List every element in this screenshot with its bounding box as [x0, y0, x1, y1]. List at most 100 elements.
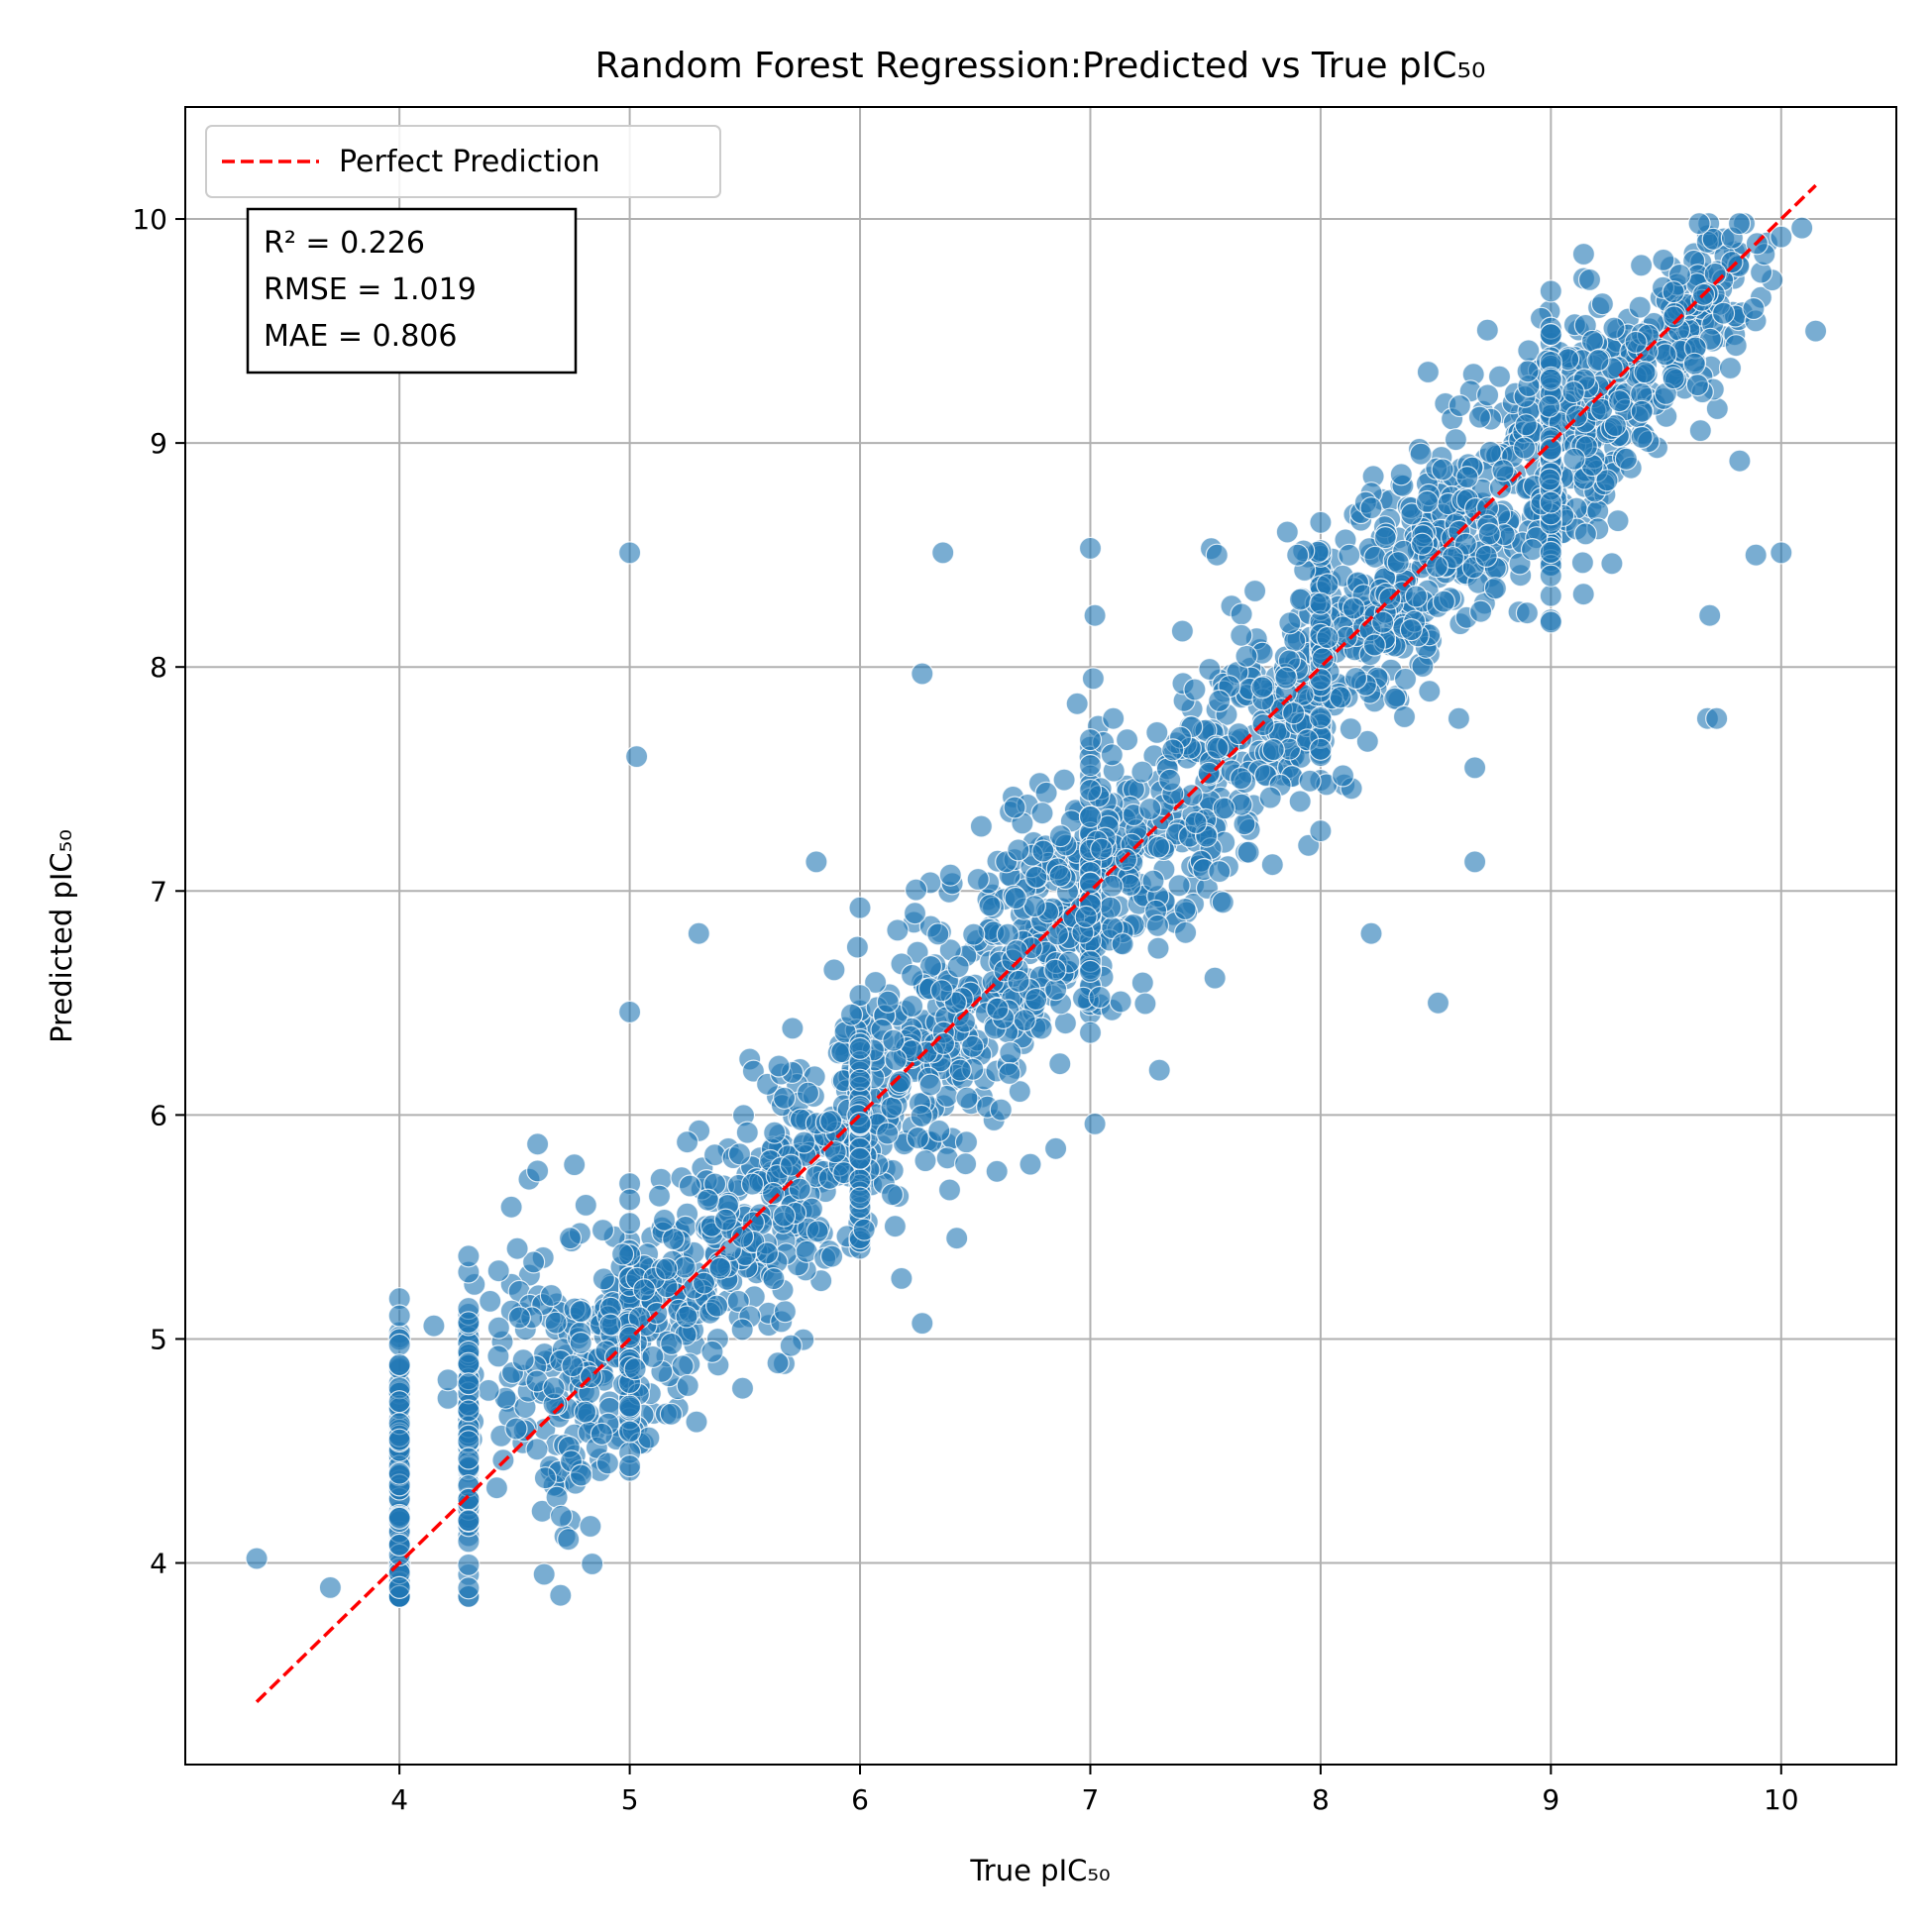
data-point	[1053, 1012, 1078, 1035]
data-point	[796, 1081, 820, 1105]
data-point	[692, 1271, 716, 1295]
y-axis-label: Predicted pIC₅₀	[45, 829, 78, 1043]
data-point	[1198, 657, 1222, 682]
data-point	[1539, 610, 1562, 634]
data-point	[1145, 913, 1170, 937]
data-point	[1184, 810, 1208, 835]
data-point	[1309, 705, 1333, 730]
data-point	[675, 1305, 698, 1329]
data-point	[852, 1218, 876, 1241]
data-point	[1342, 596, 1365, 620]
data-point	[1539, 564, 1562, 588]
data-point	[1234, 644, 1258, 668]
data-point	[906, 1126, 930, 1150]
data-point	[660, 1332, 684, 1356]
data-point	[1007, 969, 1030, 994]
data-point	[763, 1121, 787, 1144]
data-point	[1230, 602, 1253, 626]
data-point	[1338, 543, 1361, 567]
data-point	[1728, 449, 1752, 473]
data-point	[1720, 251, 1744, 274]
data-point	[661, 1227, 686, 1251]
data-point	[906, 940, 929, 964]
data-point	[1078, 778, 1103, 803]
data-point	[1138, 797, 1162, 821]
data-point	[1662, 280, 1685, 304]
data-point	[457, 1487, 481, 1511]
data-point	[1359, 921, 1383, 945]
data-point	[1261, 737, 1285, 762]
data-point	[1206, 736, 1230, 760]
data-point	[1362, 633, 1386, 657]
data-point	[1173, 920, 1198, 944]
data-point	[876, 1122, 900, 1145]
data-point	[1573, 522, 1598, 546]
x-tick-label: 5	[621, 1783, 639, 1816]
stats-rmse: RMSE = 1.019	[264, 272, 477, 307]
data-point	[1309, 510, 1333, 534]
data-point	[779, 1334, 803, 1357]
data-point	[598, 1313, 622, 1337]
data-point	[525, 1159, 550, 1183]
data-point	[1288, 790, 1312, 813]
data-point	[457, 1372, 481, 1396]
y-tick-label: 5	[150, 1323, 167, 1355]
data-point	[422, 1314, 446, 1338]
data-point	[675, 1130, 699, 1154]
data-point	[1590, 292, 1615, 316]
data-point	[819, 1109, 843, 1133]
data-point	[1013, 1009, 1036, 1032]
data-point	[910, 1104, 933, 1128]
data-point	[927, 1119, 951, 1143]
data-point	[245, 1547, 268, 1570]
data-point	[1432, 590, 1456, 613]
data-point	[1426, 991, 1450, 1015]
data-point	[1688, 419, 1712, 443]
data-point	[741, 1059, 766, 1083]
data-point	[595, 1451, 620, 1475]
data-point	[477, 1378, 500, 1403]
data-point	[1415, 489, 1440, 513]
data-point	[1629, 254, 1654, 277]
data-point	[805, 850, 828, 874]
data-point	[1562, 447, 1586, 471]
data-point	[1065, 692, 1089, 715]
scatter-points	[245, 212, 1828, 1609]
data-point	[848, 1068, 872, 1092]
data-point	[1478, 440, 1502, 464]
data-point	[486, 1259, 510, 1283]
data-point	[1630, 425, 1654, 449]
data-point	[946, 955, 970, 979]
data-point	[779, 1153, 804, 1177]
data-point	[1662, 305, 1686, 329]
data-point	[1081, 667, 1106, 691]
data-point	[387, 1461, 411, 1485]
data-point	[863, 970, 888, 995]
data-point	[999, 1040, 1022, 1065]
data-point	[960, 1034, 985, 1058]
data-point	[730, 1318, 754, 1342]
data-point	[1278, 611, 1302, 635]
data-point	[387, 1533, 411, 1557]
data-point	[889, 1070, 912, 1094]
data-point	[1078, 871, 1103, 895]
data-point	[484, 1476, 508, 1500]
data-point	[1078, 959, 1103, 984]
data-point	[557, 1528, 581, 1552]
data-point	[387, 1390, 411, 1414]
data-point	[1416, 360, 1441, 384]
data-point	[911, 662, 934, 686]
data-point	[511, 1348, 535, 1372]
y-axis-ticks: 4 5 6 7 8 9 10	[132, 203, 185, 1580]
data-point	[687, 921, 710, 945]
data-point	[1475, 383, 1500, 407]
data-point	[581, 1552, 604, 1576]
data-point	[1183, 678, 1207, 701]
data-point	[1467, 405, 1492, 429]
data-point	[1386, 551, 1410, 575]
data-point	[1309, 819, 1333, 843]
data-point	[1586, 349, 1610, 373]
plot-frame	[184, 106, 1897, 1766]
data-point	[1444, 428, 1468, 452]
data-point	[624, 744, 649, 769]
